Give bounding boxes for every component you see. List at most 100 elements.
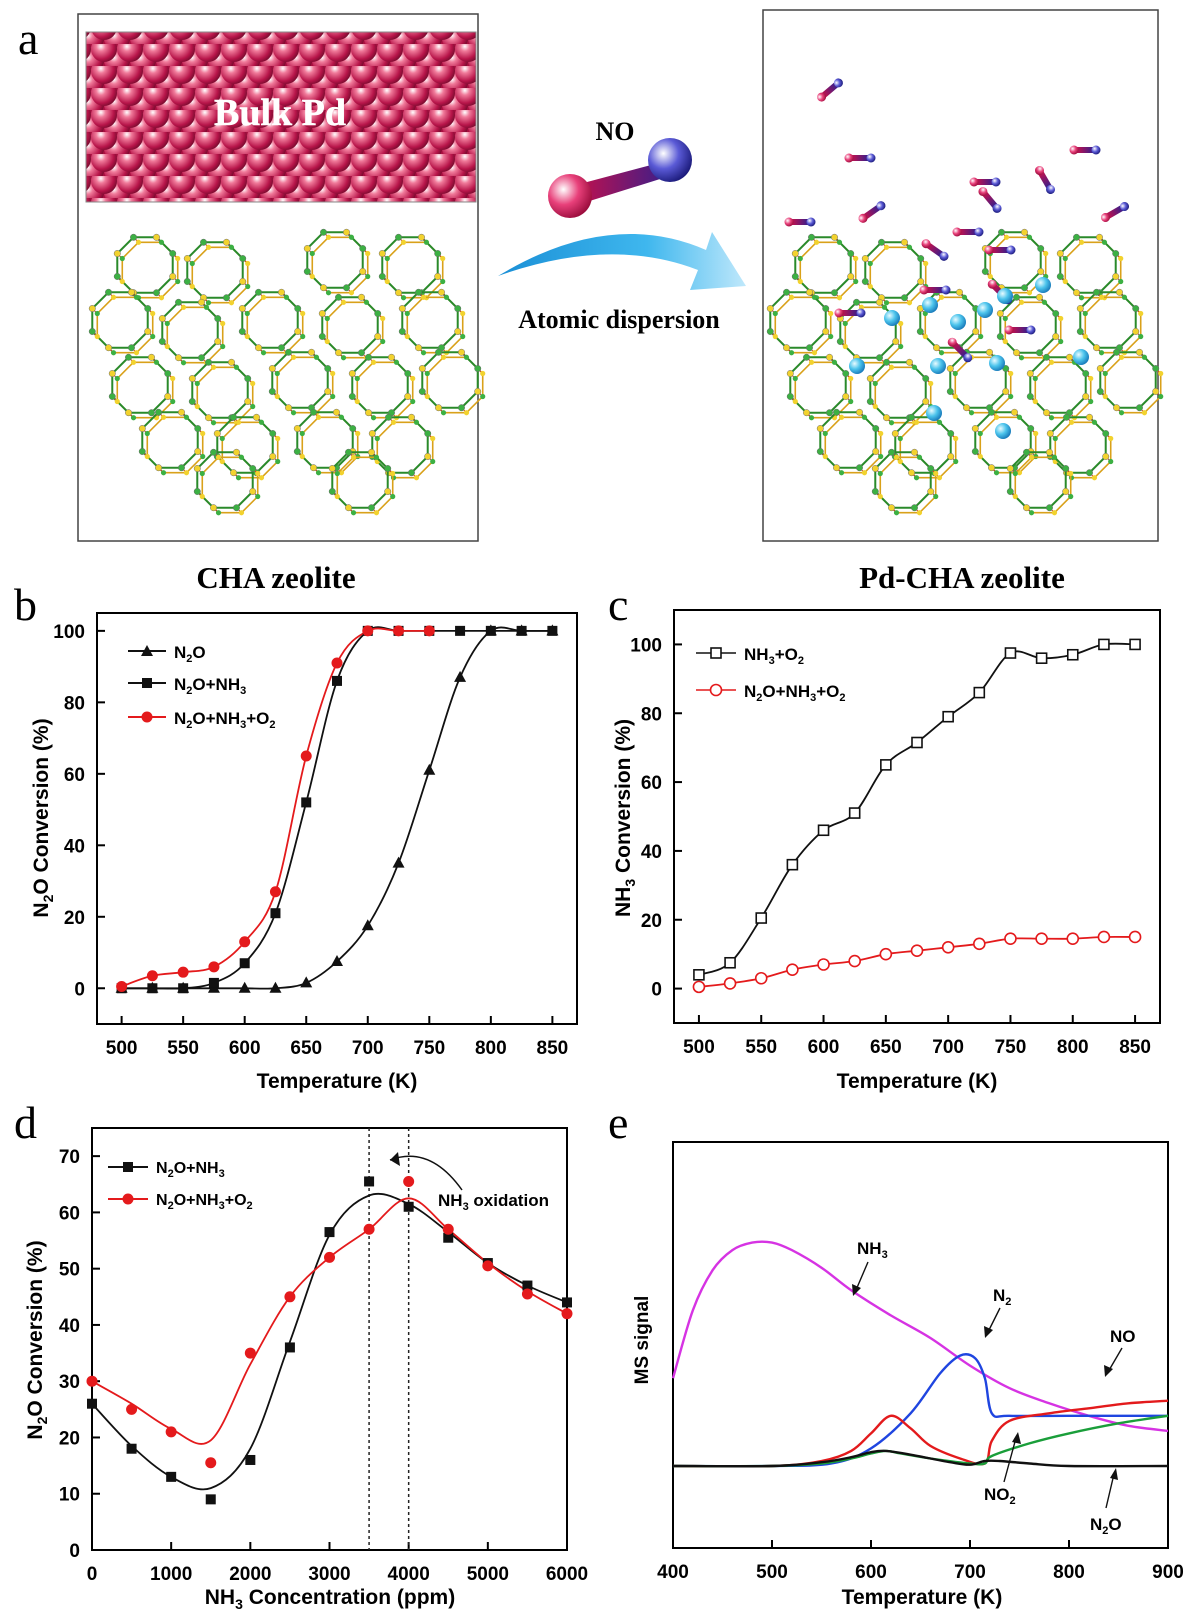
zeolite-atom <box>922 398 930 405</box>
zeolite-atom <box>1008 370 1014 377</box>
plot-frame-b <box>96 612 578 1025</box>
zeolite-atom <box>913 419 920 425</box>
zeolite-atom <box>1051 454 1058 460</box>
no-molecule <box>919 285 951 295</box>
zeolite-atom <box>971 425 979 432</box>
zeolite-atom <box>349 425 357 432</box>
zeolite-atom <box>169 250 177 257</box>
zeolite-atom <box>881 304 888 310</box>
zeolite-atom <box>110 294 117 300</box>
data-point-b-1 <box>178 983 189 994</box>
zeolite-atom <box>128 344 135 352</box>
data-point-d-1 <box>126 1403 138 1415</box>
zeolite-atom <box>384 465 392 472</box>
zeolite-atom <box>105 344 112 352</box>
zeolite-ring <box>1059 236 1117 294</box>
chart-c: 500 550 600 650 700 750 800 850 0 20 40 60 80 100 Tem… <box>612 609 1161 1093</box>
pd-atom <box>950 314 966 330</box>
zeolite-atom <box>888 448 895 456</box>
cha-zeolite-left <box>88 228 486 516</box>
zeolite-atom <box>315 470 322 476</box>
zeolite-atom <box>155 408 162 416</box>
data-point-d-1 <box>363 1223 375 1235</box>
markers-b <box>115 624 559 994</box>
zeolite-atom <box>842 343 848 350</box>
data-point-c-0 <box>848 807 861 819</box>
zeolite-atom <box>908 413 915 421</box>
zeolite-atom <box>836 295 843 301</box>
zeolite-atom <box>178 464 185 472</box>
data-point-c-0 <box>817 824 830 837</box>
zeolite-atom <box>888 504 895 512</box>
zeolite-atom <box>1152 388 1160 395</box>
pd-atom <box>922 297 938 313</box>
zeolite-atom <box>1093 344 1100 352</box>
zeolite-atom <box>153 289 160 297</box>
zeolite-atom <box>424 453 432 460</box>
zeolite-atom <box>1023 504 1030 512</box>
zeolite-ring <box>1079 291 1137 349</box>
data-point-d-1 <box>442 1223 454 1235</box>
zeolite-atom <box>1052 310 1060 317</box>
zeolite-atom <box>328 465 336 472</box>
y-tick-label-b: 20 <box>64 908 85 929</box>
zeolite-atom <box>250 380 256 387</box>
zeolite-ring <box>306 231 364 289</box>
zeolite-ring <box>794 236 852 294</box>
data-point-c-1 <box>973 937 986 951</box>
zeolite-atom <box>144 430 150 437</box>
data-point-c-0 <box>724 956 736 969</box>
zeolite-atom <box>1066 353 1073 361</box>
zeolite-atom <box>315 414 322 420</box>
x-axis-label-c: Temperature (K) <box>837 1070 998 1093</box>
zeolite-atom <box>160 470 167 476</box>
zeolite-atom <box>434 273 442 280</box>
zeolite-atom <box>194 425 202 432</box>
no-molecule-label: NO <box>596 117 635 146</box>
zeolite-atom <box>952 393 958 400</box>
zeolite-atom <box>1118 255 1124 262</box>
zeolite-atom <box>255 493 261 500</box>
zeolite-atom <box>842 393 850 400</box>
data-point-d-1 <box>324 1251 335 1263</box>
y-axis-label-e: MS signal <box>632 1296 653 1385</box>
zeolite-atom <box>180 360 187 366</box>
zeolite-ring <box>381 236 439 294</box>
zeolite-atom <box>290 354 297 360</box>
zeolite-atom <box>1026 370 1034 377</box>
zeolite-atom <box>228 358 235 366</box>
arrow-label: Atomic dispersion <box>518 305 720 334</box>
zeolite-atom <box>255 288 262 296</box>
zeolite-atom <box>233 504 240 512</box>
data-point-c-1 <box>1004 932 1017 945</box>
zeolite-atom <box>398 305 406 312</box>
zeolite-atom <box>901 294 908 302</box>
legend-b-n2o-nh3: N2O+NH3 <box>174 675 246 697</box>
zeolite-atom <box>847 250 855 257</box>
zeolite-ring <box>111 356 169 414</box>
zeolite-atom <box>872 380 878 387</box>
zeolite-atom <box>260 350 267 356</box>
zeolite-atom <box>866 398 874 405</box>
zeolite-atom <box>916 328 924 335</box>
series-line-e-4 <box>672 1449 1169 1468</box>
ticks-d: 0 1000 2000 3000 4000 5000 6000 0 10 20 30 40 50 60 70 <box>59 1147 588 1585</box>
zeolite-atom <box>822 430 828 437</box>
zeolite-atom <box>893 454 900 460</box>
zeolite-atom <box>183 255 191 262</box>
zeolite-atom <box>413 475 420 481</box>
zeolite-ring <box>191 361 249 419</box>
zeolite-atom <box>828 333 834 340</box>
zeolite-atom <box>458 348 465 356</box>
zeolite-atom <box>1073 233 1080 241</box>
zeolite-atom <box>338 414 345 420</box>
x-tick-label-c: 850 <box>1119 1037 1151 1058</box>
data-point-b-2 <box>393 625 405 637</box>
zeolite-atom <box>977 453 983 460</box>
zeolite-atom <box>303 268 311 275</box>
zeolite-atom <box>1116 288 1123 296</box>
legend-c: NH3+O2 N2O+NH3+O2 <box>696 645 846 704</box>
zeolite-atom <box>330 370 336 377</box>
zeolite-atom <box>1046 448 1053 456</box>
zeolite-atom <box>390 470 396 477</box>
